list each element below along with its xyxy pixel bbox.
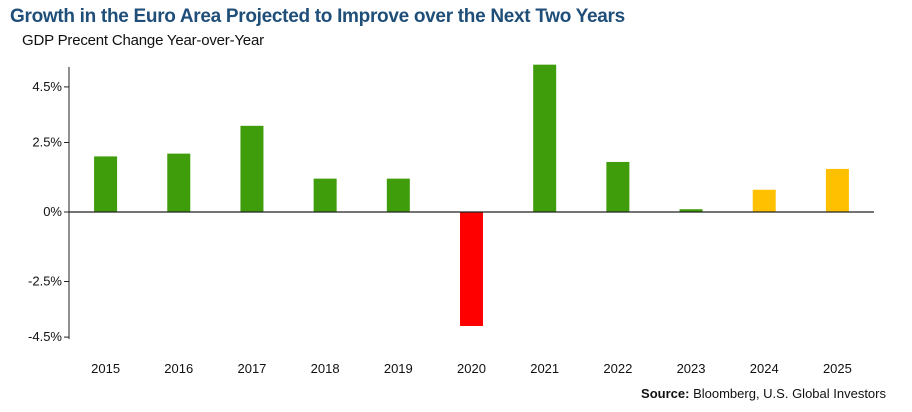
x-tick-label: 2022	[603, 361, 632, 376]
source-text: Bloomberg, U.S. Global Investors	[693, 386, 886, 401]
x-tick-label: 2016	[164, 361, 193, 376]
chart-subtitle: GDP Precent Change Year-over-Year	[22, 32, 264, 49]
y-tick-label: 2.5%	[32, 135, 62, 150]
x-tick-label: 2025	[823, 361, 852, 376]
x-tick-label: 2021	[530, 361, 559, 376]
bar-2025	[825, 168, 849, 212]
source-note: Source: Bloomberg, U.S. Global Investors	[641, 386, 886, 401]
chart-title: Growth in the Euro Area Projected to Imp…	[10, 6, 625, 27]
bar-2024	[752, 189, 776, 212]
bar-2021	[533, 64, 557, 212]
x-tick-label: 2019	[384, 361, 413, 376]
x-tick-label: 2015	[91, 361, 120, 376]
bar-2016	[167, 153, 191, 212]
x-tick-label: 2018	[311, 361, 340, 376]
y-axis: 4.5% 2.5% 0% -2.5% -4.5%	[28, 67, 70, 344]
y-tick-label: 0%	[43, 204, 62, 219]
source-label: Source:	[641, 386, 690, 401]
y-tick-label: -2.5%	[28, 274, 62, 289]
x-tick-label: 2024	[750, 361, 779, 376]
bar-2015	[94, 156, 118, 212]
bar-2023	[679, 209, 703, 212]
x-tick-label: 2020	[457, 361, 486, 376]
bar-2020	[460, 212, 483, 326]
x-axis: 2015 2016 2017 2018 2019 2020 2021 2022 2023 2024…	[69, 211, 874, 376]
x-tick-label: 2023	[677, 361, 706, 376]
y-tick-label: 4.5%	[32, 79, 62, 94]
bar-2019	[386, 178, 410, 212]
bar-2022	[606, 161, 630, 212]
bar-2017	[240, 125, 264, 212]
y-tick-label: -4.5%	[28, 329, 62, 344]
bars	[94, 64, 849, 326]
bar-2018	[313, 178, 337, 212]
x-tick-label: 2017	[237, 361, 266, 376]
